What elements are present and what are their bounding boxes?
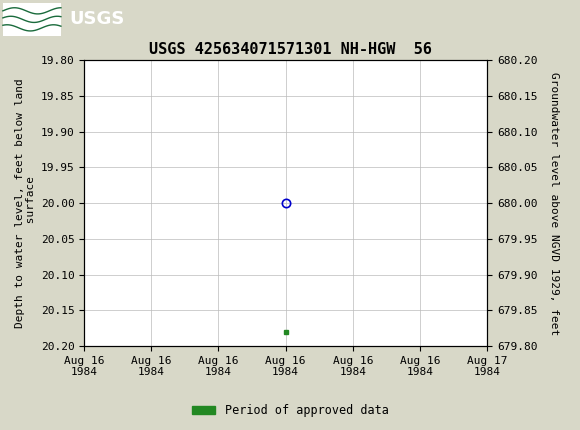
Bar [3,3,61,36]
Legend: Period of approved data: Period of approved data [187,399,393,422]
Text: USGS 425634071571301 NH-HGW  56: USGS 425634071571301 NH-HGW 56 [148,42,432,57]
Y-axis label: Groundwater level above NGVD 1929, feet: Groundwater level above NGVD 1929, feet [549,71,559,335]
Y-axis label: Depth to water level, feet below land
 surface: Depth to water level, feet below land su… [15,78,37,328]
Text: USGS: USGS [70,10,125,28]
